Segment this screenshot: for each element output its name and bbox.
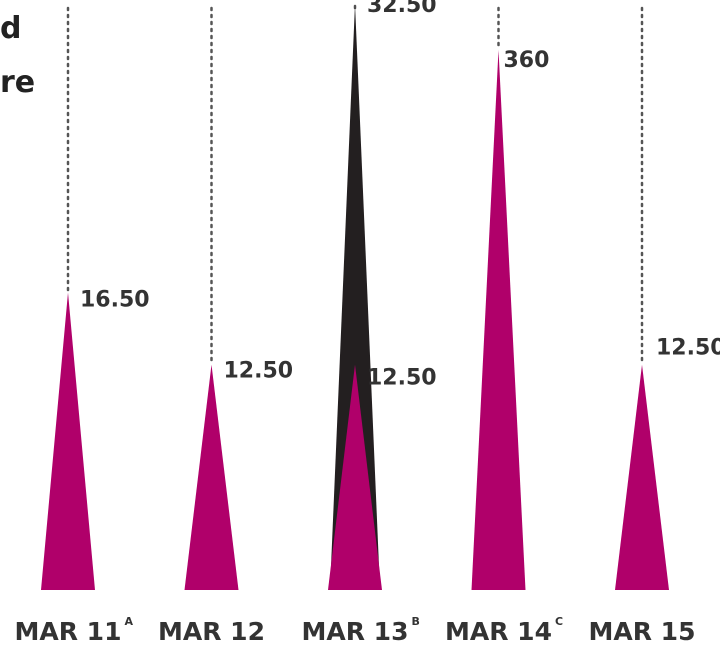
category-label: MAR 14 — [445, 617, 552, 645]
value-label: 16.50 — [80, 288, 150, 313]
value-label: 12.50 — [656, 336, 720, 361]
title-fragment: re — [0, 65, 35, 100]
category-label: MAR 12 — [158, 617, 265, 645]
spike-primary — [41, 292, 95, 590]
spike-primary — [328, 364, 382, 590]
category-label: MAR 11 — [15, 617, 122, 645]
value-label: 12.50 — [367, 366, 437, 391]
spike-primary — [471, 50, 526, 590]
value-label: 12.50 — [224, 359, 294, 384]
value-label: 360 — [504, 48, 550, 73]
spike-primary — [184, 364, 239, 590]
category-label: MAR 15 — [589, 617, 696, 645]
marks-layer — [41, 4, 669, 590]
footnote-marker: B — [411, 615, 419, 628]
axis-layer: MAR 11 A MAR 12 MAR 13 B MAR 14 C MAR 15 — [15, 615, 696, 645]
title-fragment: d — [0, 11, 21, 46]
spike-primary — [615, 364, 669, 590]
footnote-marker: C — [555, 615, 563, 628]
spike-secondary — [330, 4, 380, 590]
labels-layer: 16.50 12.50 12.50 32.50 360 12.50 — [80, 0, 720, 391]
footnote-marker: A — [124, 615, 133, 628]
title-layer: d re — [0, 11, 35, 100]
category-label: MAR 13 — [302, 617, 409, 645]
value-label: 32.50 — [367, 0, 437, 18]
